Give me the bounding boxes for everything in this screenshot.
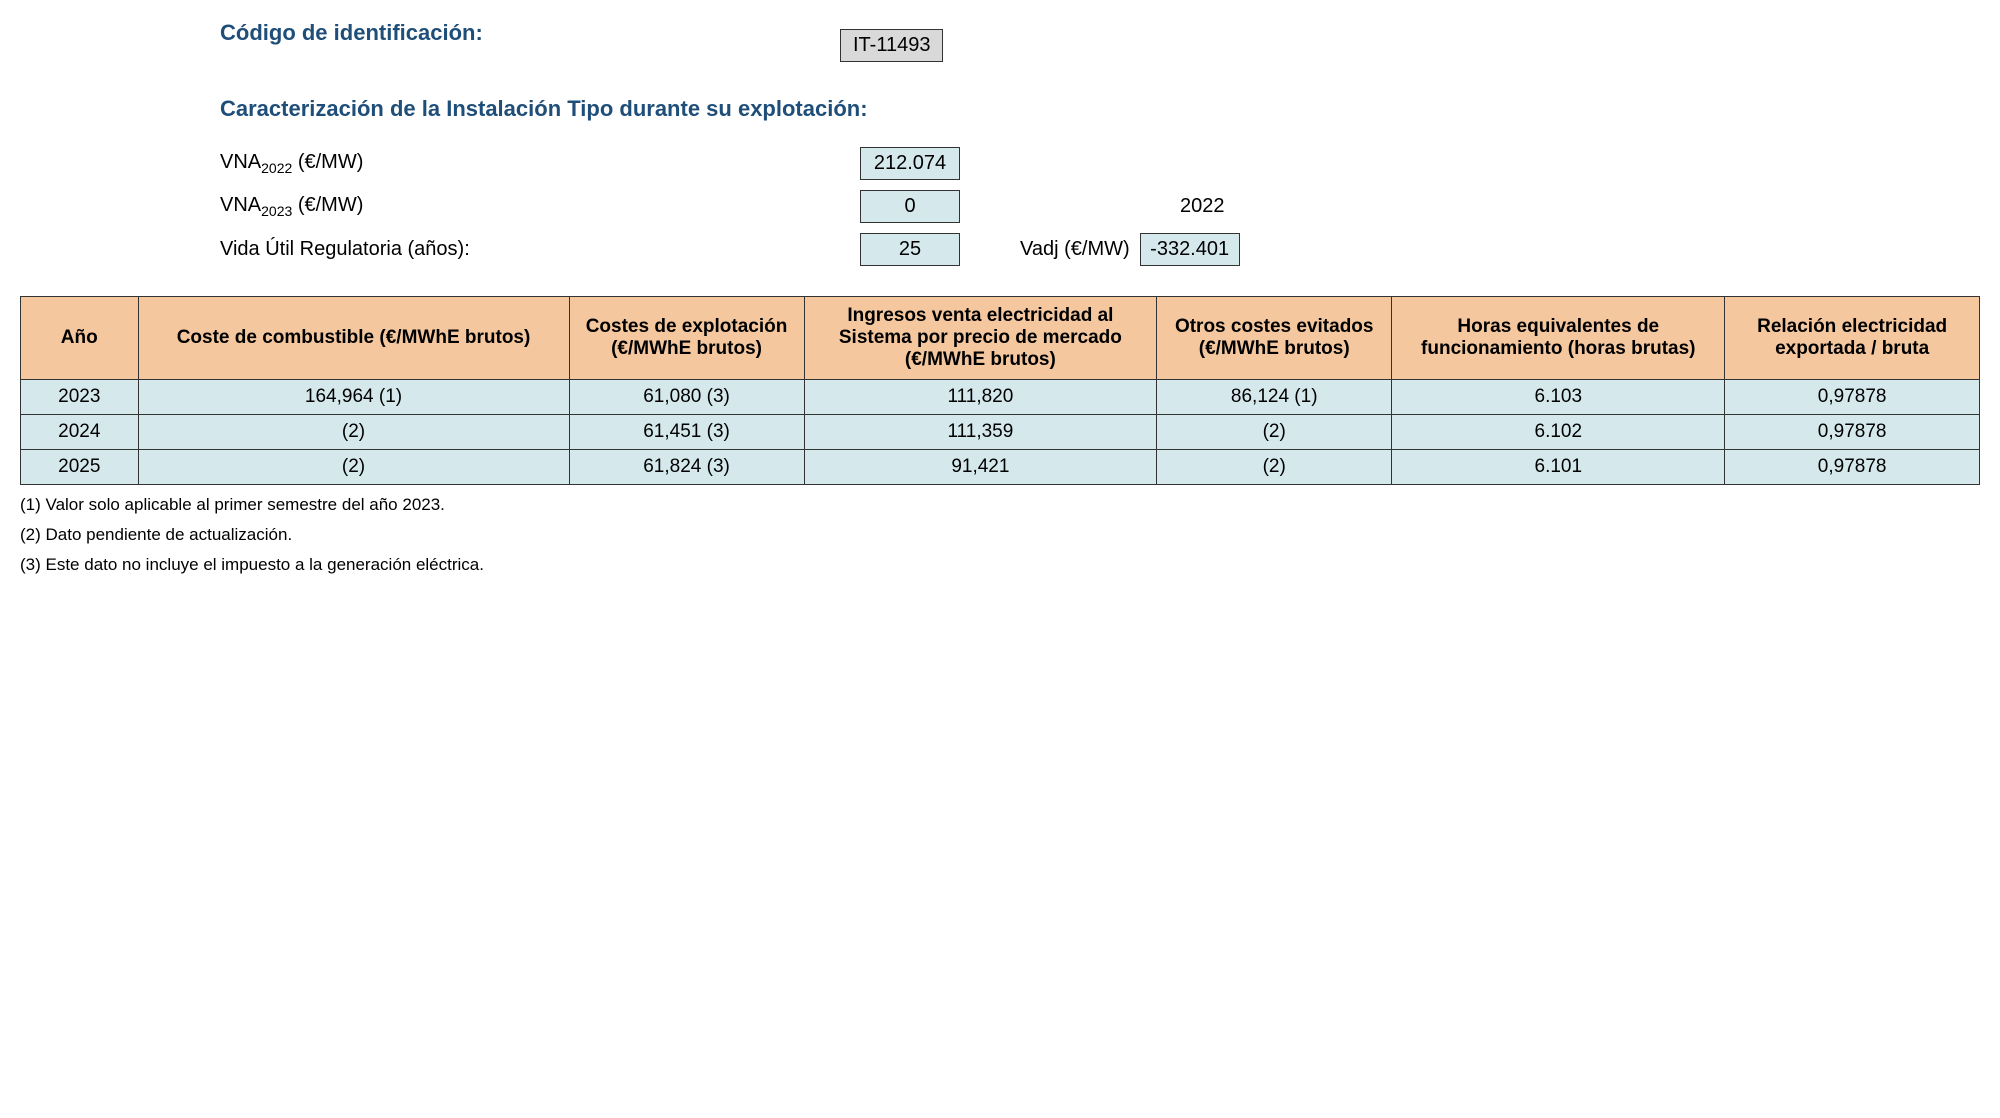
table-row: 2024 (2) 61,451 (3) 111,359 (2) 6.102 0,… — [21, 415, 1980, 450]
cell: 61,080 (3) — [569, 380, 804, 415]
table-header-row: Año Coste de combustible (€/MWhE brutos)… — [21, 297, 1980, 380]
vna2022-prefix: VNA — [220, 151, 261, 173]
cell: 111,820 — [804, 380, 1157, 415]
cell: 0,97878 — [1725, 450, 1980, 485]
vadj-year: 2022 — [1180, 195, 1225, 218]
footnotes: (1) Valor solo aplicable al primer semes… — [20, 495, 1980, 575]
cell: 2025 — [21, 450, 139, 485]
cell: 6.101 — [1392, 450, 1725, 485]
th-hours: Horas equivalentes de funcionamiento (ho… — [1392, 297, 1725, 380]
vna2023-prefix: VNA — [220, 194, 261, 216]
characterization-title: Caracterización de la Instalación Tipo d… — [220, 96, 1980, 122]
id-row: Código de identificación: IT-11493 — [220, 20, 1980, 71]
cell: 86,124 (1) — [1157, 380, 1392, 415]
vna2022-sub: 2022 — [261, 160, 292, 176]
cell: 91,421 — [804, 450, 1157, 485]
cell: 2024 — [21, 415, 139, 450]
data-table: Año Coste de combustible (€/MWhE brutos)… — [20, 296, 1980, 485]
cell: (2) — [138, 415, 569, 450]
table-row: 2023 164,964 (1) 61,080 (3) 111,820 86,1… — [21, 380, 1980, 415]
document-container: Código de identificación: IT-11493 Carac… — [20, 20, 1980, 575]
vida-label: Vida Útil Regulatoria (años): — [220, 238, 860, 261]
id-code-box: IT-11493 — [840, 29, 943, 62]
table-head: Año Coste de combustible (€/MWhE brutos)… — [21, 297, 1980, 380]
vna2022-label: VNA2022 (€/MW) — [220, 151, 860, 176]
vadj-label: Vadj (€/MW) — [1020, 238, 1130, 261]
vna2022-value: 212.074 — [860, 147, 960, 180]
footnote-1: (1) Valor solo aplicable al primer semes… — [20, 495, 1980, 515]
cell: 6.102 — [1392, 415, 1725, 450]
cell: (2) — [1157, 450, 1392, 485]
vna2023-row: VNA2023 (€/MW) 0 2022 — [220, 190, 1980, 223]
id-label: Código de identificación: — [220, 20, 840, 46]
cell: 61,451 (3) — [569, 415, 804, 450]
vna2022-unit: (€/MW) — [292, 151, 363, 173]
cell: 0,97878 — [1725, 415, 1980, 450]
vna2023-sub: 2023 — [261, 203, 292, 219]
th-ratio: Relación electricidad exportada / bruta — [1725, 297, 1980, 380]
cell: 164,964 (1) — [138, 380, 569, 415]
cell: 6.103 — [1392, 380, 1725, 415]
vida-row: Vida Útil Regulatoria (años): 25 Vadj (€… — [220, 233, 1980, 266]
vadj-value: -332.401 — [1140, 233, 1240, 266]
table-row: 2025 (2) 61,824 (3) 91,421 (2) 6.101 0,9… — [21, 450, 1980, 485]
th-op-cost: Costes de explotación (€/MWhE brutos) — [569, 297, 804, 380]
cell: (2) — [138, 450, 569, 485]
footnote-2: (2) Dato pendiente de actualización. — [20, 525, 1980, 545]
cell: 111,359 — [804, 415, 1157, 450]
table-body: 2023 164,964 (1) 61,080 (3) 111,820 86,1… — [21, 380, 1980, 485]
footnote-3: (3) Este dato no incluye el impuesto a l… — [20, 555, 1980, 575]
th-fuel-cost: Coste de combustible (€/MWhE brutos) — [138, 297, 569, 380]
vna2022-row: VNA2022 (€/MW) 212.074 — [220, 147, 1980, 180]
cell: 61,824 (3) — [569, 450, 804, 485]
cell: 0,97878 — [1725, 380, 1980, 415]
vna2023-value: 0 — [860, 190, 960, 223]
vna2023-label: VNA2023 (€/MW) — [220, 194, 860, 219]
vida-value: 25 — [860, 233, 960, 266]
vadj-wrap: Vadj (€/MW) -332.401 — [1020, 233, 1240, 266]
cell: 2023 — [21, 380, 139, 415]
vna2023-unit: (€/MW) — [292, 194, 363, 216]
th-income: Ingresos venta electricidad al Sistema p… — [804, 297, 1157, 380]
header-section: Código de identificación: IT-11493 Carac… — [20, 20, 1980, 266]
th-year: Año — [21, 297, 139, 380]
th-avoided: Otros costes evitados (€/MWhE brutos) — [1157, 297, 1392, 380]
params-block: VNA2022 (€/MW) 212.074 VNA2023 (€/MW) 0 … — [220, 147, 1980, 266]
cell: (2) — [1157, 415, 1392, 450]
